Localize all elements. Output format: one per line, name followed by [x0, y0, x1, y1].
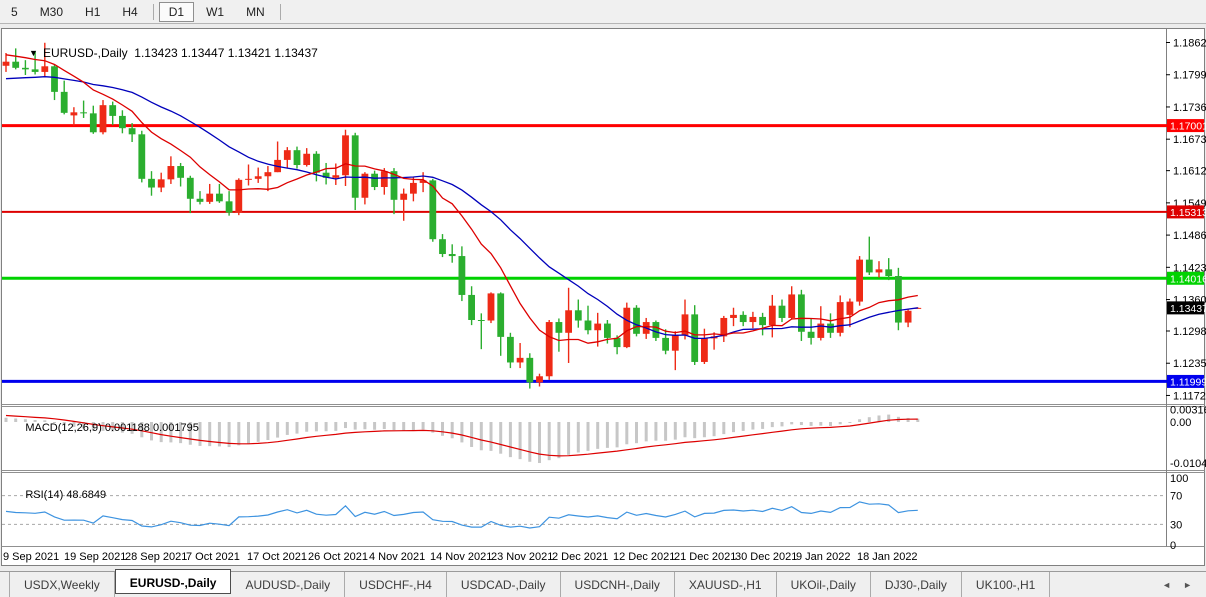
svg-text:1.17001: 1.17001: [1170, 121, 1206, 133]
svg-text:1.13437: 1.13437: [1170, 303, 1206, 315]
chart-ohlc-values: 1.13423 1.13447 1.13421 1.13437: [134, 46, 318, 60]
price-axis: 1.186251.179951.173651.167351.161201.154…: [1166, 38, 1206, 402]
svg-text:9 Sep 2021: 9 Sep 2021: [3, 551, 59, 563]
tab-uk100-h1[interactable]: UK100-,H1: [962, 572, 1051, 597]
svg-text:1.14860: 1.14860: [1173, 230, 1206, 242]
svg-text:0.00: 0.00: [1170, 417, 1191, 429]
chart-canvas[interactable]: 1.186251.179951.173651.167351.161201.154…: [0, 26, 1206, 568]
chart-ohlc-readout[interactable]: ▼ EURUSD-,Daily 1.13423 1.13447 1.13421 1…: [9, 32, 318, 74]
price-badge-1.11999: [1167, 374, 1204, 388]
toolbar-separator: [152, 3, 154, 20]
svg-text:-0.01043: -0.01043: [1170, 458, 1206, 470]
timeframe-button-m30[interactable]: M30: [30, 2, 73, 22]
chart-background: [1, 28, 1205, 566]
svg-text:1.14230: 1.14230: [1173, 262, 1206, 274]
timeframe-toolbar: 5 M30 H1 H4 D1 W1 MN: [0, 0, 1206, 24]
macd-signal-line: [5, 414, 918, 457]
svg-text:1.12355: 1.12355: [1173, 358, 1206, 370]
toolbar-separator: [279, 3, 281, 20]
svg-text:17 Oct 2021: 17 Oct 2021: [247, 551, 307, 563]
svg-text:30: 30: [1170, 519, 1182, 531]
macd-indicator-label: MACD(12,26,9) 0.001188 0.001795: [7, 410, 199, 446]
tab-usdchf-h4[interactable]: USDCHF-,H4: [345, 572, 447, 597]
chart-symbol-label: EURUSD-,Daily: [42, 46, 128, 60]
tab-usdcad-daily[interactable]: USDCAD-,Daily: [447, 572, 561, 597]
timeframe-button-5[interactable]: 5: [1, 2, 28, 22]
macd-axis: 0.0031650.00 -0.01043: [1170, 405, 1206, 471]
svg-text:1.17365: 1.17365: [1173, 102, 1206, 114]
tab-audusd-daily[interactable]: AUDUSD-,Daily: [231, 572, 346, 597]
svg-text:0.003165: 0.003165: [1170, 405, 1206, 417]
timeframe-button-h4[interactable]: H4: [112, 2, 147, 22]
timeframe-button-h1[interactable]: H1: [75, 2, 110, 22]
svg-text:1.16120: 1.16120: [1173, 166, 1206, 178]
macd-values: 0.001188 0.001795: [104, 422, 199, 434]
svg-text:23 Nov 2021: 23 Nov 2021: [491, 551, 553, 563]
macd-histogram: [4, 414, 920, 464]
macd-name: MACD(12,26,9): [25, 422, 102, 434]
svg-text:1.16735: 1.16735: [1173, 134, 1206, 146]
svg-text:100: 100: [1170, 473, 1188, 485]
price-badge-1.15313: [1167, 205, 1204, 219]
svg-text:26 Oct 2021: 26 Oct 2021: [308, 551, 368, 563]
tab-usdx-weekly[interactable]: USDX,Weekly: [9, 572, 115, 597]
rsi-name: RSI(14): [25, 489, 64, 501]
price-badges: 1.17001 1.15313 1.14016 1.11999 1.13437: [1167, 119, 1206, 388]
svg-text:1.17995: 1.17995: [1173, 70, 1206, 82]
tab-scroll-arrows: ◄ ►: [1156, 572, 1206, 597]
svg-text:1.18625: 1.18625: [1173, 38, 1206, 50]
svg-text:0: 0: [1170, 540, 1176, 552]
price-badge-1.14016: [1167, 271, 1204, 285]
svg-text:12 Dec 2021: 12 Dec 2021: [613, 551, 675, 563]
svg-text:19 Sep 2021: 19 Sep 2021: [64, 551, 126, 563]
svg-text:18 Jan 2022: 18 Jan 2022: [857, 551, 918, 563]
timeframe-button-d1[interactable]: D1: [158, 1, 195, 22]
timeframe-button-w1[interactable]: W1: [196, 2, 234, 22]
pane-borders: [1, 29, 1205, 547]
symbol-dropdown-icon[interactable]: ▼: [29, 48, 38, 58]
ma-fast-line: [5, 54, 918, 344]
svg-text:1.11725: 1.11725: [1173, 390, 1206, 402]
svg-text:4 Nov 2021: 4 Nov 2021: [369, 551, 425, 563]
svg-text:70: 70: [1170, 491, 1182, 503]
rsi-line: [5, 501, 918, 529]
svg-text:1.14016: 1.14016: [1170, 273, 1206, 285]
tab-eurusd-daily[interactable]: EURUSD-,Daily: [114, 569, 232, 594]
svg-text:2 Dec 2021: 2 Dec 2021: [552, 551, 608, 563]
timeframe-button-mn[interactable]: MN: [236, 2, 275, 22]
tab-scroll-right-button[interactable]: ►: [1183, 579, 1192, 590]
svg-text:21 Dec 2021: 21 Dec 2021: [674, 551, 736, 563]
svg-text:30 Dec 2021: 30 Dec 2021: [735, 551, 797, 563]
horizontal-level-lines: [2, 124, 1204, 383]
chart-window[interactable]: 1.186251.179951.173651.167351.161201.154…: [0, 26, 1206, 568]
rsi-value: 48.6849: [66, 489, 107, 501]
rsi-axis: 100 70 30 0: [1170, 473, 1188, 552]
tab-usdcnh-daily[interactable]: USDCNH-,Daily: [561, 572, 675, 597]
svg-text:28 Sep 2021: 28 Sep 2021: [125, 551, 187, 563]
svg-text:7 Oct 2021: 7 Oct 2021: [186, 551, 240, 563]
price-badge-1.17001: [1167, 119, 1204, 133]
svg-text:1.12985: 1.12985: [1173, 326, 1206, 338]
svg-text:14 Nov 2021: 14 Nov 2021: [430, 551, 492, 563]
ma-slow-line: [5, 76, 918, 340]
svg-text:9 Jan 2022: 9 Jan 2022: [796, 551, 850, 563]
tab-dj30-daily[interactable]: DJ30-,Daily: [871, 572, 962, 597]
price-badge-1.13437: [1167, 301, 1204, 315]
rsi-level-lines: [2, 495, 1165, 525]
symbol-tabbar: USDX,Weekly EURUSD-,Daily AUDUSD-,Daily USD…: [0, 569, 1206, 597]
svg-text:1.15313: 1.15313: [1170, 207, 1206, 219]
tab-xauusd-h1[interactable]: XAUUSD-,H1: [675, 572, 777, 597]
tab-scroll-left-button[interactable]: ◄: [1162, 579, 1172, 590]
rsi-indicator-label: RSI(14) 48.6849: [7, 477, 106, 513]
svg-text:1.11999: 1.11999: [1170, 376, 1206, 388]
tab-ukoil-daily[interactable]: UKOil-,Daily: [777, 572, 871, 597]
